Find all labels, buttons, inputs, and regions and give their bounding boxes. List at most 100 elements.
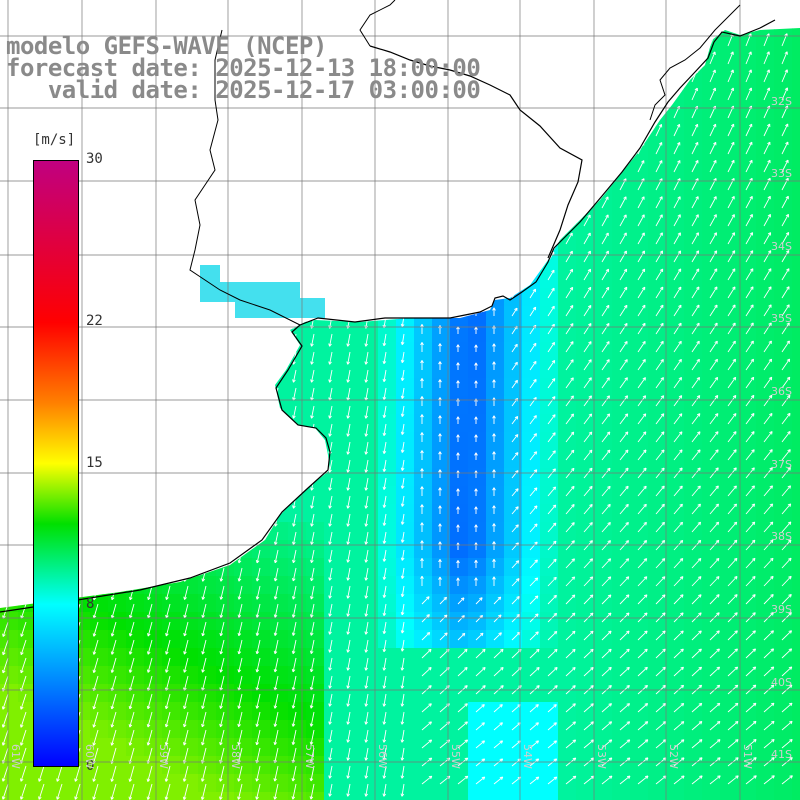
speed-cell	[18, 774, 37, 793]
speed-cell	[252, 576, 271, 595]
wind-arrow	[364, 333, 369, 347]
wind-arrow	[763, 503, 774, 515]
wind-arrow	[420, 360, 424, 370]
speed-cell	[396, 630, 415, 649]
wind-arrow	[709, 594, 720, 605]
speed-cell	[360, 576, 379, 595]
wind-arrow	[565, 449, 575, 461]
wind-arrow	[438, 576, 442, 586]
wind-arrow	[382, 621, 387, 635]
speed-cell	[468, 432, 487, 451]
speed-cell	[414, 504, 433, 523]
wind-arrow	[619, 558, 630, 569]
speed-cell	[666, 162, 685, 181]
speed-cell	[108, 612, 127, 631]
wind-arrow	[328, 531, 333, 545]
speed-cell	[324, 414, 343, 433]
speed-cell	[702, 504, 721, 523]
speed-cell	[288, 702, 307, 721]
wind-arrow	[619, 377, 628, 389]
wind-arrow	[529, 523, 538, 533]
wind-arrow	[565, 431, 575, 443]
speed-cell	[612, 378, 631, 397]
speed-cell	[18, 630, 37, 649]
wind-arrow	[709, 232, 717, 245]
wind-arrow	[219, 693, 225, 709]
wind-arrow	[763, 394, 773, 407]
wind-arrow	[511, 488, 519, 497]
wind-arrow	[619, 214, 627, 227]
wind-arrow	[763, 214, 771, 227]
wind-arrow	[493, 614, 502, 623]
speed-cell	[594, 432, 613, 451]
wind-arrow	[421, 703, 432, 713]
speed-cell	[198, 612, 217, 631]
speed-cell	[450, 450, 469, 469]
estuary-cell	[200, 282, 300, 302]
wind-arrow	[637, 594, 648, 605]
speed-cell	[360, 378, 379, 397]
wind-arrow	[475, 648, 486, 659]
wind-arrow	[547, 558, 557, 569]
colorbar-tick-label: 15	[86, 454, 103, 471]
speed-cell	[18, 738, 37, 757]
wind-arrow	[583, 485, 593, 497]
speed-cell	[378, 504, 397, 523]
wind-arrow	[400, 657, 405, 671]
speed-cell	[432, 540, 451, 559]
wind-arrow	[583, 214, 591, 227]
speed-cell	[252, 738, 271, 757]
speed-cell	[324, 396, 343, 415]
speed-cell	[630, 162, 649, 181]
wind-arrow	[709, 413, 719, 425]
speed-cell	[792, 360, 800, 379]
wind-arrow	[493, 648, 504, 659]
wind-arrow	[763, 286, 772, 299]
speed-cell	[306, 378, 325, 397]
speed-cell	[450, 468, 469, 487]
speed-cell	[306, 522, 325, 541]
speed-cell	[594, 216, 613, 235]
wind-arrow	[291, 639, 297, 655]
wind-arrow	[475, 597, 483, 605]
speed-cell	[270, 738, 289, 757]
speed-cell	[756, 306, 775, 325]
wind-arrow	[745, 557, 756, 569]
wind-arrow	[745, 394, 755, 407]
wind-arrow	[781, 358, 791, 371]
wind-arrow	[346, 441, 351, 455]
speed-cell	[90, 720, 109, 739]
speed-cell	[468, 468, 487, 487]
wind-arrow	[655, 322, 664, 335]
wind-arrow	[438, 505, 442, 514]
wind-arrow	[583, 703, 594, 713]
wind-arrow	[273, 711, 279, 727]
wind-arrow	[655, 359, 664, 371]
speed-cell	[486, 450, 505, 469]
speed-cell	[0, 738, 19, 757]
speed-cell	[792, 306, 800, 325]
speed-cell	[378, 540, 397, 559]
wind-arrow	[601, 322, 610, 335]
speed-cell	[756, 54, 775, 73]
wind-arrow	[781, 612, 792, 623]
speed-cell	[360, 630, 379, 649]
wind-arrow	[237, 621, 243, 637]
wind-arrow	[655, 449, 665, 461]
wind-arrow	[583, 612, 594, 623]
wind-arrow	[20, 639, 27, 656]
speed-cell	[720, 432, 739, 451]
colorbar-unit: [m/s]	[33, 132, 76, 148]
speed-cell	[774, 486, 793, 505]
wind-arrow	[2, 621, 9, 637]
speed-cell	[450, 792, 469, 800]
speed-cell	[216, 576, 235, 595]
wind-arrow	[709, 196, 717, 209]
longitude-label: 55W	[449, 744, 462, 769]
longitude-label: 54W	[521, 744, 534, 769]
speed-cell	[774, 28, 793, 37]
wind-arrow	[673, 232, 681, 245]
wind-arrow	[474, 488, 478, 496]
speed-cell	[702, 234, 721, 253]
speed-cell	[198, 792, 217, 800]
